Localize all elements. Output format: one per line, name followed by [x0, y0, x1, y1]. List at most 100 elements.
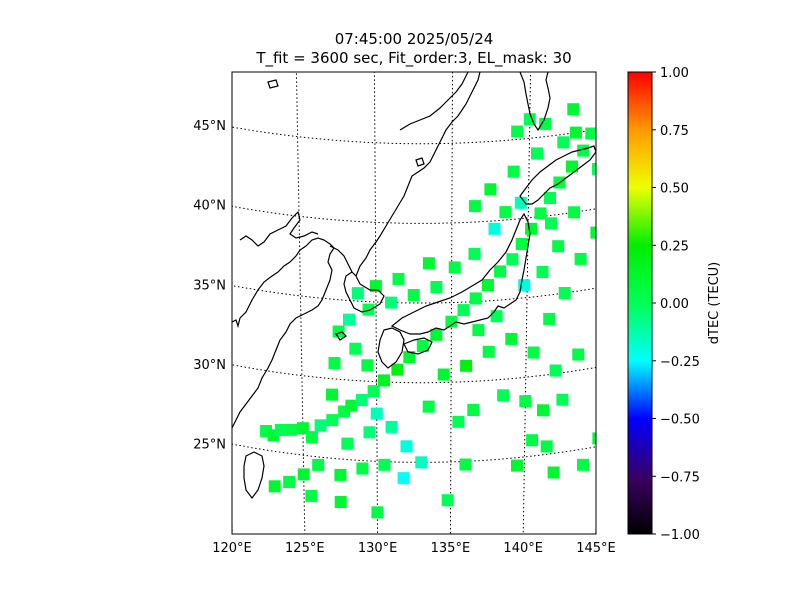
coastline-okinawa — [335, 331, 347, 341]
colorbar-tick-label: −0.25 — [660, 355, 700, 370]
dtec-point — [545, 217, 557, 230]
dtec-point — [392, 272, 405, 285]
dtec-point — [441, 494, 454, 507]
dtec-point — [556, 393, 569, 406]
dtec-point — [531, 147, 543, 160]
dtec-point — [328, 357, 341, 369]
dtec-point — [391, 363, 404, 376]
dtec-point — [345, 399, 358, 412]
dtec-point — [569, 126, 582, 139]
dtec-point — [468, 247, 481, 260]
dtec-point — [592, 162, 596, 175]
dtec-point — [407, 289, 420, 301]
dtec-point — [544, 192, 556, 204]
dtec-point — [362, 303, 375, 316]
dtec-point — [557, 136, 570, 149]
dtec-point — [515, 238, 528, 250]
dtec-point — [514, 196, 527, 209]
map-frame — [231, 71, 597, 535]
axis-ticks: 120°E 125°E 130°E 135°E 140°E 145°E 25°N 30°N 35… — [193, 119, 616, 556]
dtec-point — [268, 480, 281, 493]
dtec-point — [332, 325, 345, 338]
dtec-point — [536, 266, 549, 278]
dtec-point — [519, 395, 532, 408]
dtec-point — [482, 345, 495, 358]
dtec-point — [326, 414, 339, 427]
dtec-point — [314, 419, 327, 432]
dtec-point — [526, 434, 539, 447]
dtec-point — [305, 431, 318, 444]
dtec-point — [552, 240, 565, 253]
dtec-point — [415, 456, 428, 469]
lon-tick-label: 125°E — [285, 541, 325, 556]
dtec-point — [469, 292, 482, 305]
graticule-lon-125 — [295, 72, 306, 534]
dtec-point — [459, 458, 472, 471]
colorbar-tick-label: −1.00 — [660, 528, 700, 543]
graticule-lon-145 — [595, 506, 596, 534]
dtec-point — [539, 117, 552, 130]
coastline-primorye — [399, 72, 469, 131]
coastline-islet — [415, 157, 425, 167]
dtec-point — [416, 340, 429, 352]
colorbar-tick-label: 0.00 — [660, 297, 689, 312]
lat-tick-label: 45°N — [193, 119, 226, 134]
coastline-taiwan — [243, 451, 265, 499]
dtec-point — [349, 342, 362, 355]
dtec-point — [351, 287, 364, 300]
dtec-point — [363, 426, 376, 439]
dtec-point — [326, 388, 338, 401]
dtec-point — [494, 265, 507, 278]
dtec-point — [361, 359, 374, 372]
dtec-point — [484, 183, 497, 196]
dtec-point — [430, 328, 443, 341]
graticule-lat-25 — [232, 443, 596, 463]
colorbar-ticks: 1.00 0.75 0.50 0.25 0.00 −0.25 −0.50 −0.75 −1.00 — [652, 66, 700, 543]
lon-tick-label: 135°E — [431, 541, 471, 556]
dtec-point — [355, 394, 368, 406]
lon-tick-label: 145°E — [576, 541, 616, 556]
lon-tick-label: 120°E — [212, 541, 252, 556]
dtec-point — [312, 458, 325, 471]
colorbar — [627, 71, 653, 535]
graticule-lon-135 — [449, 72, 453, 534]
dtec-point — [370, 407, 383, 420]
dtec-point — [543, 312, 556, 325]
lon-tick-label: 140°E — [503, 541, 543, 556]
dtec-point — [497, 389, 510, 402]
dtec-point — [574, 252, 587, 265]
chart-subtitle: T_fit = 3600 sec, Fit_order:3, EL_mask: … — [256, 49, 572, 67]
graticule-lat-35 — [232, 285, 596, 304]
dtec-point — [385, 296, 398, 309]
lat-tick-label: 30°N — [193, 358, 226, 373]
dtec-point — [468, 200, 481, 213]
dtec-point — [505, 332, 518, 345]
graticule-lon-150 — [668, 0, 689, 542]
dtec-point — [547, 466, 560, 479]
dtec-point — [549, 364, 562, 377]
colorbar-tick-label: 1.00 — [660, 66, 689, 81]
dtec-point — [527, 346, 540, 359]
dtec-point — [378, 458, 391, 471]
dtec-point — [305, 489, 318, 502]
dtec-point — [490, 310, 503, 323]
dtec-point — [367, 385, 380, 398]
dtec-point — [448, 261, 461, 274]
dtec-point — [369, 280, 382, 293]
dtec-point — [371, 506, 384, 519]
dtec-point — [430, 281, 443, 293]
dtec-point — [558, 287, 571, 299]
dtec-point — [499, 206, 512, 219]
lat-tick-label: 25°N — [193, 438, 226, 453]
dtec-point — [577, 458, 589, 471]
colorbar-label: dTEC (TECU) — [707, 262, 722, 345]
coastline-china — [232, 237, 335, 429]
dtec-point — [385, 420, 398, 433]
coastline-honshu — [390, 212, 531, 335]
dtec-point — [572, 348, 585, 361]
dtec-point — [341, 437, 354, 450]
dtec-point — [343, 313, 355, 326]
coastline-hokkaido — [519, 145, 596, 205]
